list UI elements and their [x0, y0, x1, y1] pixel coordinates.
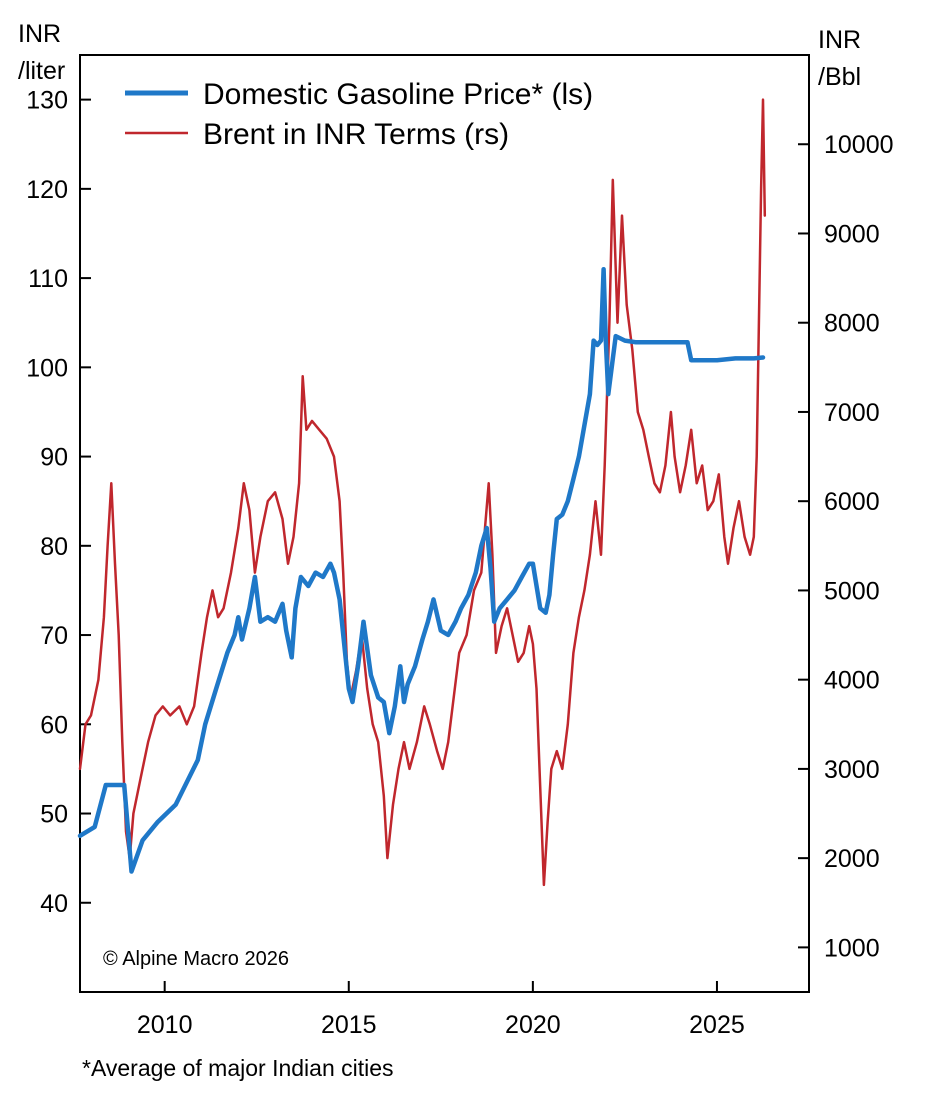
left-axis-unit-line1: INR	[18, 20, 61, 48]
x-tick-label: 2010	[137, 1011, 193, 1039]
left-tick-label: 120	[26, 176, 68, 204]
right-tick-label: 10000	[824, 131, 894, 159]
chart-credit: © Alpine Macro 2026	[103, 948, 289, 970]
footnote: *Average of major Indian cities	[82, 1055, 394, 1081]
right-tick-label: 4000	[824, 667, 880, 695]
right-tick-label: 6000	[824, 488, 880, 516]
legend: Domestic Gasoline Price* (ls) Brent in I…	[125, 78, 593, 151]
left-tick-label: 100	[26, 354, 68, 382]
left-tick-label: 40	[40, 890, 68, 918]
x-tick-label: 2025	[689, 1011, 745, 1039]
left-tick-label: 60	[40, 711, 68, 739]
legend-label-brent: Brent in INR Terms (rs)	[203, 118, 509, 151]
left-tick-label: 90	[40, 444, 68, 472]
right-axis-unit-line2: /Bbl	[818, 63, 861, 91]
left-tick-label: 70	[40, 622, 68, 650]
series-line-gasoline	[77, 266, 766, 874]
series-layer	[77, 98, 767, 887]
right-tick-label: 5000	[824, 577, 880, 605]
series-line-brent	[78, 98, 767, 887]
right-tick-label: 3000	[824, 756, 880, 784]
x-tick-label: 2020	[505, 1011, 561, 1039]
right-tick-label: 2000	[824, 845, 880, 873]
legend-label-gasoline: Domestic Gasoline Price* (ls)	[203, 78, 593, 111]
left-tick-label: 80	[40, 533, 68, 561]
right-tick-label: 8000	[824, 310, 880, 338]
left-tick-label: 130	[26, 87, 68, 115]
right-axis-unit-line1: INR	[818, 26, 861, 54]
left-tick-label: 110	[28, 265, 68, 293]
right-tick-label: 1000	[824, 934, 880, 962]
left-tick-label: 50	[40, 801, 68, 829]
left-axis: 40 50 60 70 80 90 100 110 120 130	[26, 87, 91, 918]
right-tick-label: 9000	[824, 220, 880, 248]
x-tick-label: 2015	[321, 1011, 377, 1039]
left-axis-unit-line2: /liter	[18, 57, 65, 85]
right-tick-label: 7000	[824, 399, 880, 427]
right-axis: 1000 2000 3000 4000 5000 6000 7000 8000 9000 1000…	[798, 131, 894, 962]
x-axis: 2010 2015 2020 2025	[137, 981, 745, 1039]
plot-frame	[79, 54, 810, 993]
